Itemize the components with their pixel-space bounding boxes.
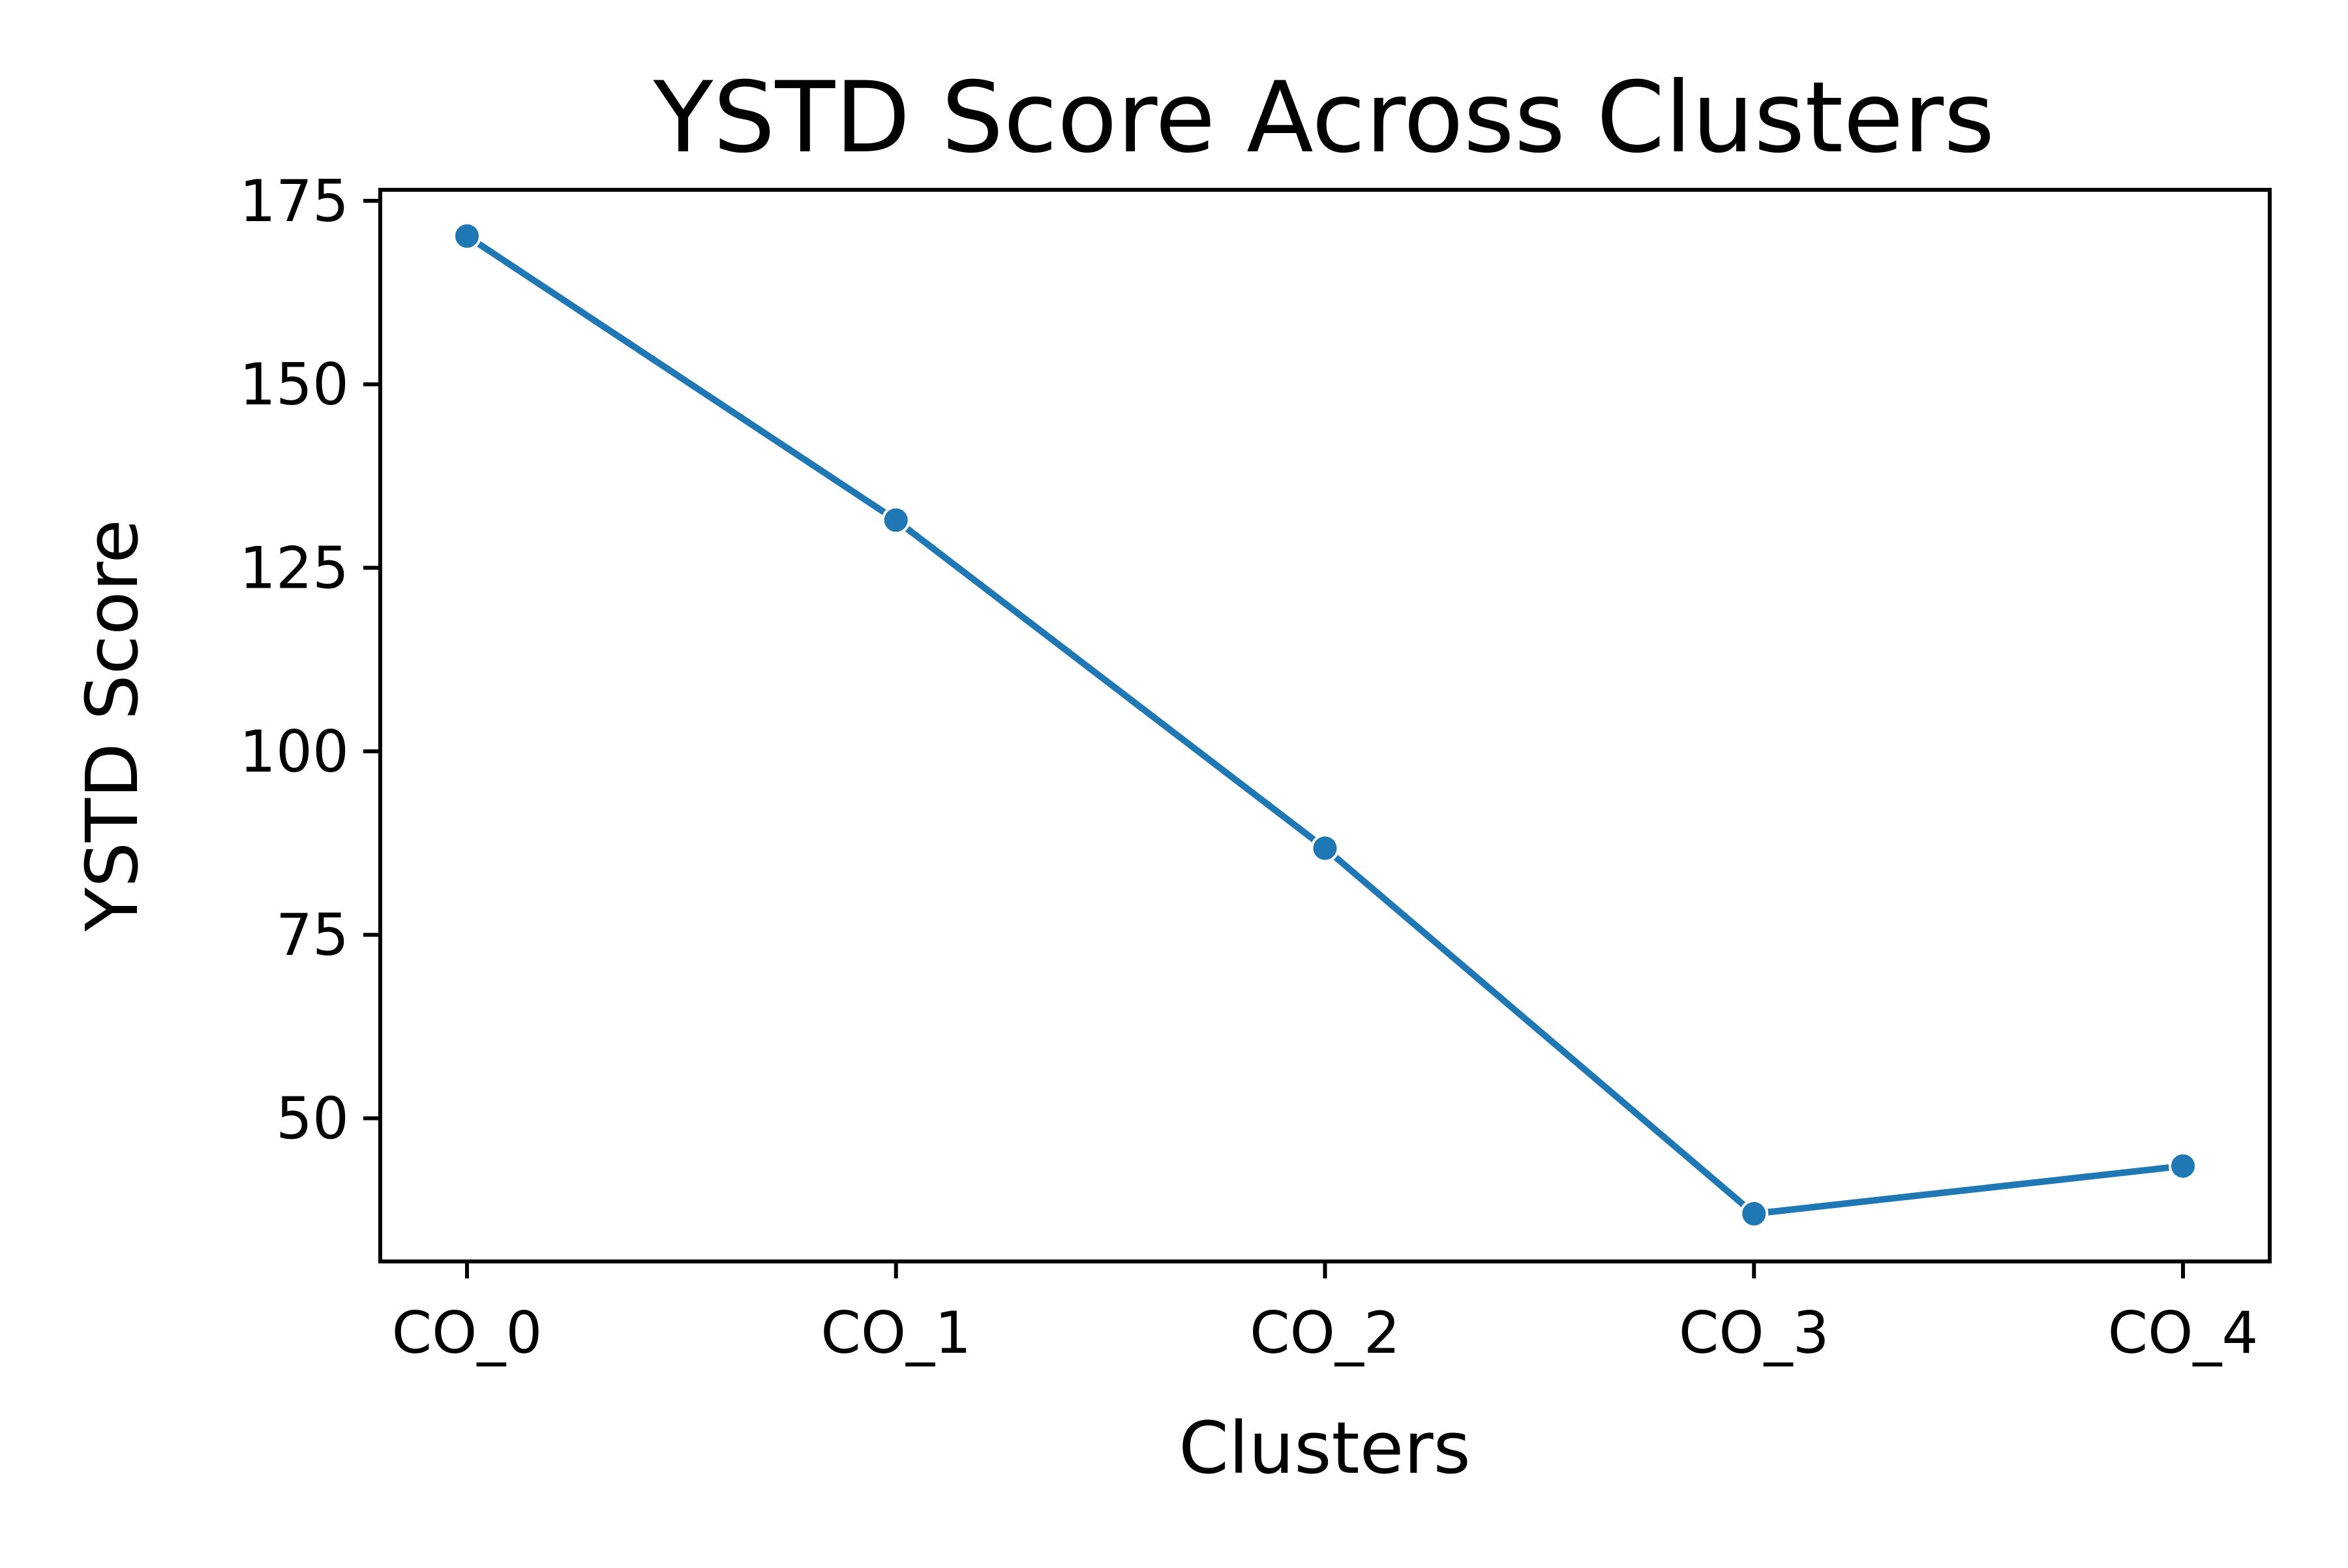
y-tick-label: 150 bbox=[239, 351, 349, 418]
y-axis-ticks: 50 75 100 125 150 175 bbox=[239, 168, 380, 1153]
data-point-co-3 bbox=[1739, 1199, 1769, 1228]
x-tick-label: CO_4 bbox=[2108, 1299, 2259, 1366]
y-tick-label: 100 bbox=[239, 718, 349, 785]
x-axis-ticks: CO_0 CO_1 CO_2 CO_3 CO_4 bbox=[392, 1261, 2259, 1366]
y-tick-label: 75 bbox=[276, 901, 349, 969]
data-point-co-4 bbox=[2169, 1151, 2197, 1181]
x-axis-label: Clusters bbox=[1179, 1406, 1471, 1490]
y-tick-label: 125 bbox=[239, 535, 349, 602]
x-tick-label: CO_2 bbox=[1250, 1299, 1400, 1366]
y-tick-label: 175 bbox=[239, 168, 349, 235]
x-tick-label: CO_3 bbox=[1679, 1299, 1829, 1366]
series-layer bbox=[453, 221, 2197, 1228]
chart-title: YSTD Score Across Clusters bbox=[653, 61, 1995, 175]
data-point-co-0 bbox=[453, 221, 481, 250]
x-tick-label: CO_0 bbox=[392, 1299, 543, 1366]
y-axis-label: YSTD Score bbox=[70, 519, 154, 932]
plot-frame bbox=[378, 188, 2272, 1263]
y-tick-label: 50 bbox=[276, 1085, 349, 1153]
x-tick-label: CO_1 bbox=[820, 1299, 971, 1366]
data-point-co-1 bbox=[881, 505, 911, 535]
data-point-co-2 bbox=[1310, 834, 1340, 863]
